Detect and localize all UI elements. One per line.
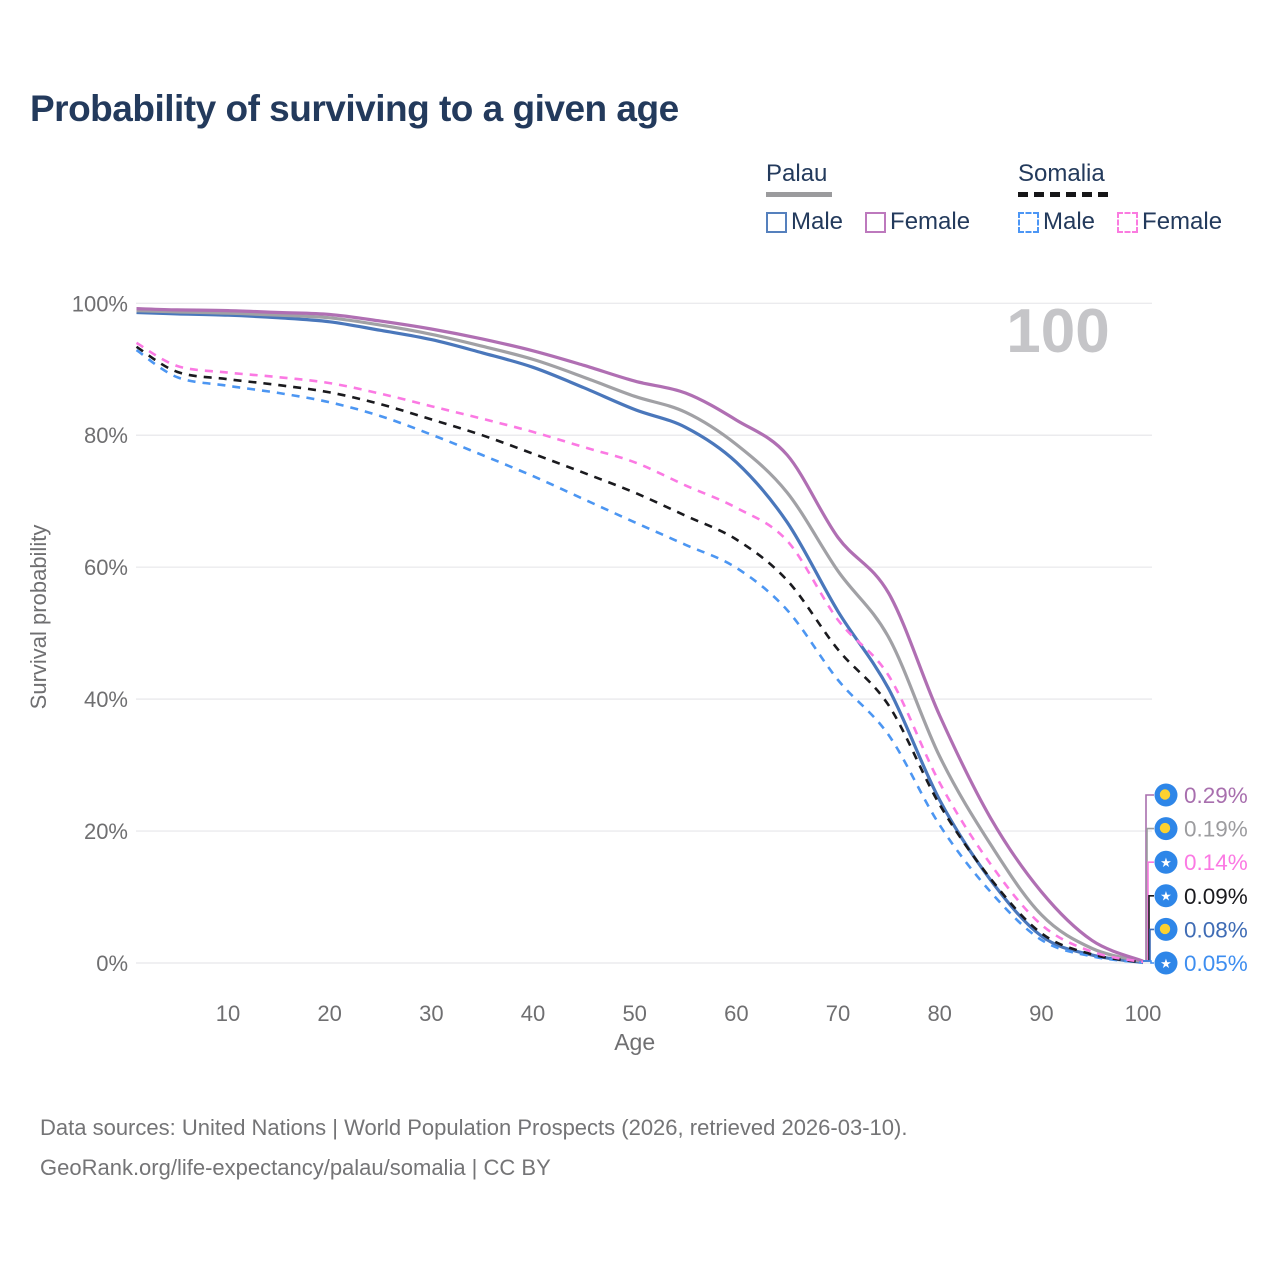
page-title: Probability of surviving to a given age (30, 88, 679, 129)
palau-flag-dot (1159, 822, 1171, 834)
palau-solid-line-swatch (766, 192, 832, 197)
somalia-flag-star: ★ (1160, 956, 1172, 971)
y-tick-0: 0% (96, 951, 128, 976)
legend-label-somalia-female[interactable]: Female (1142, 208, 1223, 235)
somalia-flag-star: ★ (1160, 889, 1172, 904)
legend-label-palau-female[interactable]: Female (890, 208, 971, 235)
series-line-somalia-male[interactable] (135, 349, 1144, 964)
somalia-dashed-line-swatch (1018, 192, 1108, 197)
x-tick-60: 60 (724, 1001, 748, 1026)
end-label-0.19%[interactable]: 0.19% (1184, 817, 1248, 842)
footer: Data sources: United Nations | World Pop… (40, 1108, 907, 1188)
legend-country-somalia-label[interactable]: Somalia (1018, 160, 1105, 187)
series-line-somalia-female[interactable] (135, 341, 1144, 964)
x-tick-100: 100 (1125, 1001, 1162, 1026)
x-tick-50: 50 (622, 1001, 646, 1026)
end-label-connector-0.09% (1143, 895, 1154, 962)
legend-country-somalia[interactable]: Somalia (1018, 160, 1244, 197)
x-tick-30: 30 (419, 1001, 443, 1026)
somalia-flag-icon[interactable] (1154, 850, 1178, 874)
legend-group-somalia: Somalia Male Female (1018, 160, 1244, 236)
y-tick-20: 20% (84, 819, 128, 844)
x-tick-20: 20 (317, 1001, 341, 1026)
y-axis-label: Survival probability (26, 525, 51, 710)
legend-country-palau-label[interactable]: Palau (766, 160, 828, 187)
somalia-flag-star: ★ (1160, 855, 1172, 870)
palau-flag-dot (1159, 789, 1171, 800)
end-label-0.29%[interactable]: 0.29% (1184, 783, 1248, 808)
legend-swatch-palau-female[interactable] (865, 211, 887, 233)
series-line-somalia-both-sexes[interactable] (135, 345, 1144, 964)
legend-label-palau-male[interactable]: Male (791, 208, 844, 235)
end-label-0.08%[interactable]: 0.08% (1184, 917, 1248, 942)
x-tick-80: 80 (927, 1001, 951, 1026)
y-tick-80: 80% (84, 423, 128, 448)
somalia-flag-icon[interactable] (1154, 951, 1178, 975)
end-label-connector-0.05% (1143, 960, 1154, 964)
y-tick-40: 40% (84, 687, 128, 712)
series-line-palau-female[interactable] (136, 307, 1144, 963)
footer-attribution: GeoRank.org/life-expectancy/palau/somali… (40, 1155, 551, 1180)
x-axis-label: Age (614, 1029, 655, 1055)
legend-swatch-somalia-female[interactable] (1117, 211, 1139, 233)
y-tick-100: 100% (72, 291, 128, 316)
x-tick-10: 10 (216, 1001, 240, 1026)
legend-swatch-palau-male[interactable] (766, 211, 787, 233)
x-tick-90: 90 (1029, 1001, 1053, 1026)
end-label-0.09%[interactable]: 0.09% (1184, 884, 1248, 909)
legend-swatch-somalia-male[interactable] (1018, 211, 1039, 233)
somalia-flag-icon[interactable] (1154, 884, 1178, 908)
series-line-palau-male[interactable] (136, 310, 1144, 965)
palau-flag-dot (1159, 923, 1171, 935)
legend-country-palau[interactable]: Palau (766, 160, 992, 197)
x-tick-70: 70 (826, 1001, 850, 1026)
end-label-0.05%[interactable]: 0.05% (1184, 951, 1248, 976)
legend-label-somalia-male[interactable]: Male (1043, 208, 1096, 235)
footer-data-sources: Data sources: United Nations | World Pop… (40, 1115, 908, 1140)
legend-group-palau: Palau Male Female (766, 160, 992, 236)
age-watermark: 100 (1006, 297, 1109, 366)
x-tick-40: 40 (521, 1001, 545, 1026)
end-label-0.14%[interactable]: 0.14% (1184, 850, 1248, 875)
y-tick-60: 60% (84, 555, 128, 580)
series-line-palau-both-sexes[interactable] (136, 309, 1144, 964)
